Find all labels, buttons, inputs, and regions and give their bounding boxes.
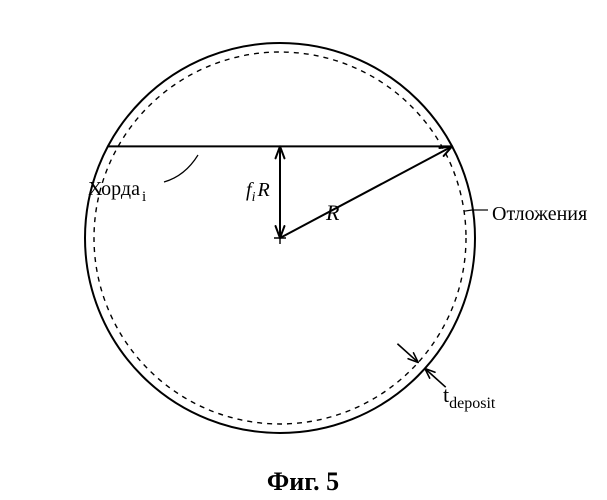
deposits-leader — [464, 210, 472, 211]
chord-label: Хордаi — [88, 178, 146, 205]
deposits-label: Отложения — [492, 203, 587, 225]
chord-label-leader — [164, 155, 198, 182]
radius-line — [280, 146, 452, 238]
figure-caption: Фиг. 5 — [267, 467, 339, 496]
t-deposit-label: tdeposit — [443, 382, 496, 412]
R-label: R — [325, 200, 340, 225]
fiR-label: fiR — [246, 179, 270, 205]
t-deposit-arrow-inner — [397, 344, 418, 363]
